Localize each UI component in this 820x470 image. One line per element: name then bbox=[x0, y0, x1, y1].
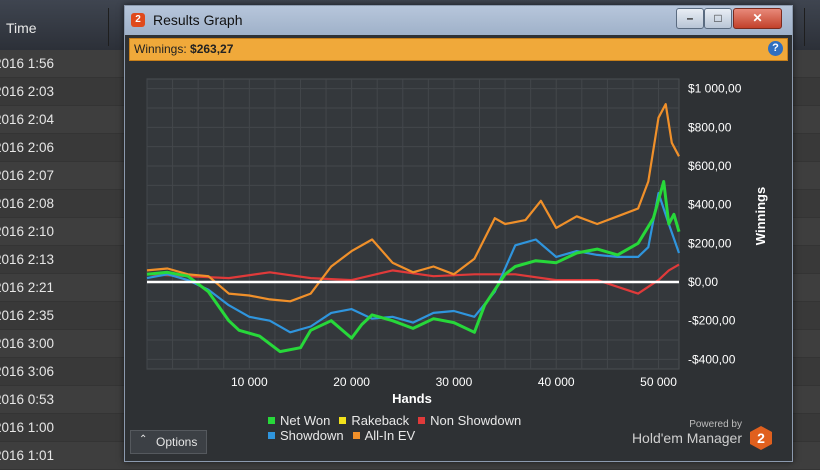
legend-label: Rakeback bbox=[351, 413, 410, 428]
row-time-cell: 2016 2:35 bbox=[0, 308, 55, 323]
holdem-manager-logo-icon: 2 bbox=[750, 426, 772, 450]
y-tick-label: -$400,00 bbox=[688, 352, 736, 366]
app-logo-icon: 2 bbox=[131, 13, 145, 27]
row-time-cell: 2016 2:04 bbox=[0, 112, 55, 127]
gridlines bbox=[146, 79, 679, 369]
x-axis-ticks: 10 000 20 000 30 000 40 000 50 000 bbox=[231, 375, 677, 389]
legend-label: Net Won bbox=[280, 413, 331, 428]
row-time-cell: 2016 2:21 bbox=[0, 280, 55, 295]
x-tick-label: 50 000 bbox=[640, 375, 677, 389]
close-icon: ✕ bbox=[752, 11, 763, 25]
row-time-cell: 2016 0:53 bbox=[0, 392, 55, 407]
legend-item-net-won[interactable]: Net Won bbox=[268, 413, 330, 428]
x-tick-label: 40 000 bbox=[538, 375, 575, 389]
options-label: Options bbox=[156, 435, 198, 449]
title-bar[interactable]: 2 Results Graph – □ ✕ bbox=[125, 6, 792, 35]
results-graph-dialog: 2 Results Graph – □ ✕ Winnings: $263,27 … bbox=[124, 5, 793, 462]
row-time-cell: 2016 1:56 bbox=[0, 56, 55, 71]
row-time-cell: 2016 3:06 bbox=[0, 364, 55, 379]
winnings-label: Winnings: bbox=[134, 42, 187, 56]
chevron-up-icon: ⌃ bbox=[139, 434, 148, 445]
window-title: Results Graph bbox=[153, 12, 243, 28]
column-header-time[interactable]: Time bbox=[6, 20, 37, 36]
series-line-all-in-ev bbox=[146, 102, 680, 303]
x-tick-label: 10 000 bbox=[231, 375, 268, 389]
y-tick-label: $200,00 bbox=[688, 236, 732, 250]
powered-by-text: Powered by bbox=[689, 419, 742, 430]
x-axis-label: Hands bbox=[392, 391, 432, 406]
close-button[interactable]: ✕ bbox=[733, 8, 782, 29]
chart-legend: Net Won Rakeback Non Showdown Showdown All-I… bbox=[268, 413, 598, 443]
legend-swatch bbox=[268, 417, 275, 424]
legend-item-all-in-ev[interactable]: All-In EV bbox=[352, 428, 416, 443]
legend-swatch bbox=[268, 432, 275, 439]
series-layer bbox=[146, 102, 681, 354]
row-time-cell: 2016 3:00 bbox=[0, 336, 55, 351]
legend-swatch bbox=[418, 417, 426, 424]
row-time-cell: 2016 2:08 bbox=[0, 196, 55, 211]
row-time-cell: 2016 1:00 bbox=[0, 420, 55, 435]
series-line-net-won bbox=[146, 180, 681, 354]
legend-label: All-In EV bbox=[364, 428, 416, 443]
results-chart: $1 000,00 $800,00 $600,00 $400,00 $200,00 $0,… bbox=[125, 61, 790, 411]
winnings-value: $263,27 bbox=[190, 42, 234, 56]
y-tick-label: $400,00 bbox=[688, 198, 732, 212]
y-tick-label: $0,00 bbox=[688, 275, 718, 289]
row-time-cell: 2016 2:03 bbox=[0, 84, 55, 99]
row-time-cell: 2016 2:13 bbox=[0, 252, 55, 267]
maximize-button[interactable]: □ bbox=[704, 8, 732, 29]
brand-name: Hold'em Manager bbox=[631, 430, 742, 446]
minimize-button[interactable]: – bbox=[676, 8, 704, 29]
y-tick-label: $1 000,00 bbox=[688, 82, 742, 96]
winnings-summary: Winnings: $263,27 bbox=[134, 42, 233, 56]
y-axis-ticks: $1 000,00 $800,00 $600,00 $400,00 $200,00 $0,… bbox=[688, 82, 742, 367]
x-tick-label: 20 000 bbox=[333, 375, 370, 389]
legend-item-showdown[interactable]: Showdown bbox=[268, 428, 344, 443]
legend-item-non-showdown[interactable]: Non Showdown bbox=[418, 413, 521, 428]
minimize-icon: – bbox=[686, 11, 694, 25]
legend-swatch bbox=[339, 417, 347, 424]
y-axis-label: Winnings bbox=[753, 187, 768, 245]
options-button[interactable]: ⌃ Options bbox=[130, 430, 207, 454]
help-icon[interactable]: ? bbox=[768, 41, 783, 56]
series-line-showdown bbox=[146, 192, 681, 334]
y-tick-label: -$200,00 bbox=[688, 314, 736, 328]
column-divider bbox=[804, 8, 805, 46]
column-divider bbox=[108, 8, 109, 46]
row-time-cell: 2016 2:07 bbox=[0, 168, 55, 183]
maximize-icon: □ bbox=[714, 11, 722, 25]
winnings-bar: Winnings: $263,27 ? bbox=[129, 38, 788, 61]
row-time-cell: 2016 2:10 bbox=[0, 224, 55, 239]
y-tick-label: $600,00 bbox=[688, 159, 732, 173]
brand-block: Powered by Hold'em Manager 2 bbox=[631, 419, 772, 450]
legend-label: Non Showdown bbox=[430, 413, 522, 428]
legend-item-rakeback[interactable]: Rakeback bbox=[339, 413, 409, 428]
row-time-cell: 2016 2:06 bbox=[0, 140, 55, 155]
x-tick-label: 30 000 bbox=[436, 375, 473, 389]
legend-swatch bbox=[352, 432, 360, 439]
logo-glyph: 2 bbox=[757, 430, 765, 446]
y-tick-label: $800,00 bbox=[688, 120, 732, 134]
legend-label: Showdown bbox=[280, 428, 344, 443]
row-time-cell: 2016 1:01 bbox=[0, 448, 55, 463]
